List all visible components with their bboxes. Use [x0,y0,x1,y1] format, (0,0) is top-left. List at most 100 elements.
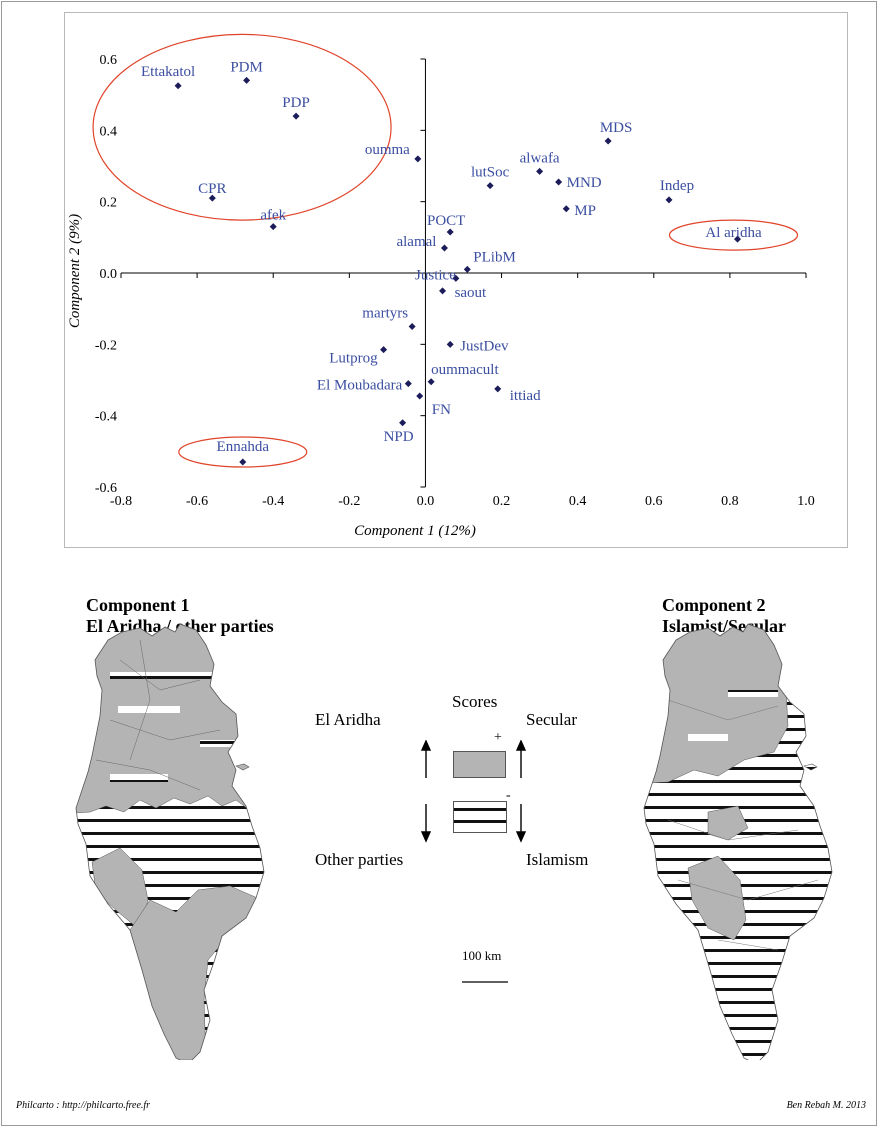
x-tick-label: 0.4 [569,494,587,509]
data-point [562,205,570,213]
data-points: Ettakatol PDM PDP CPR afek oumma MDS alwafa lutS… [141,59,762,466]
y-tick-label: 0.6 [100,53,118,68]
point-label: lutSoc [471,165,510,181]
point-label: oumma [365,142,410,158]
y-tick-label: -0.6 [95,481,117,496]
highlight-ellipses [92,33,799,468]
data-point [174,82,182,90]
legend-c1-positive: El Aridha [315,710,381,729]
point-label: oummacult [431,362,499,378]
data-point [555,178,563,186]
legend-swatch-positive [453,751,506,778]
data-point [427,378,435,386]
point-label: NPD [384,429,414,445]
scatter-plot: Ettakatol PDM PDP CPR afek oumma MDS alwafa lutS… [67,33,815,539]
data-point [439,287,447,295]
legend-c2-negative: Islamism [526,850,589,869]
x-tick-label: 0.8 [721,494,739,509]
point-label: El Moubadara [317,378,403,394]
point-label: PLibM [473,249,516,265]
data-point [486,182,494,190]
point-label: Indep [660,178,694,194]
x-tick-label: 0.0 [417,494,435,509]
point-label: MND [567,175,602,191]
y-tick-label: -0.2 [95,338,117,353]
data-point [604,137,612,145]
map-component-1 [75,623,265,1060]
y-tick-label: 0.2 [100,196,118,211]
legend-plus: + [494,730,502,745]
point-label: JustDev [460,338,509,354]
x-axis-label: Component 1 (12%) [354,523,476,539]
scatter-chart-panel: Ettakatol PDM PDP CPR afek oumma MDS alwafa lutS… [64,12,848,548]
point-label: Al aridha [705,225,762,241]
highlight-ellipse [92,33,392,221]
data-point [243,76,251,84]
footer-right: Ben Rebah M. 2013 [786,1100,866,1111]
x-tick-label: -0.6 [186,494,208,509]
map-left-heading: Component 1 [86,595,190,615]
point-label: MP [574,203,596,219]
footer-left: Philcarto : http://philcarto.free.fr [16,1100,151,1111]
data-point [408,323,416,330]
data-point [399,419,407,427]
data-point [239,458,247,466]
data-point [734,235,741,243]
data-point [416,392,424,400]
legend-scores-label: Scores [452,692,498,711]
x-tick-label: -0.2 [338,494,360,509]
legend-swatch-negative [453,801,507,833]
x-tick-label: 0.2 [493,494,511,509]
highlight-ellipse [178,436,308,468]
data-point [494,385,502,393]
point-label: PDM [230,59,263,75]
data-point [536,167,544,175]
highlight-ellipse [668,219,799,251]
x-tick-label: 1.0 [797,494,815,509]
point-label: PDP [282,95,310,111]
data-point [404,380,412,388]
point-label: FN [432,402,451,418]
data-point [440,244,448,252]
point-label: MDS [600,120,633,136]
data-point [463,265,471,273]
map-right-heading: Component 2 [662,595,766,615]
tick-labels: -0.8 -0.6 -0.4 -0.2 0.0 0.2 0.4 0.6 0.8 1.00.60.4… [95,53,815,509]
map-component-2 [643,623,833,1060]
legend-c1-negative: Other parties [315,850,404,869]
point-label: Lutprog [329,351,378,367]
y-tick-label: -0.4 [95,410,117,425]
point-label: alamal [396,234,436,250]
point-label: CPR [198,181,226,197]
y-tick-label: 0.0 [100,267,118,282]
x-tick-label: -0.8 [110,494,132,509]
data-point [414,155,422,163]
y-axis-label: Component 2 (9%) [67,214,83,328]
y-tick-label: 0.4 [100,124,118,139]
x-tick-label: 0.6 [645,494,663,509]
legend-arrows [420,740,527,843]
point-label: afek [260,208,286,224]
scale-bar [462,981,508,983]
scale-label: 100 km [462,948,502,963]
data-point [446,340,454,348]
point-label: ittiad [510,388,541,404]
data-point [292,112,300,120]
legend-c2-positive: Secular [526,710,577,729]
legend-minus: - [506,788,511,803]
data-point [665,196,673,204]
point-label: alwafa [520,150,560,166]
point-label: POCT [427,213,465,229]
point-label: Justice [415,267,456,283]
x-tick-label: -0.4 [262,494,284,509]
data-point [452,274,460,282]
data-point [380,346,388,354]
point-label: saout [455,285,487,301]
point-label: Ettakatol [141,64,195,80]
point-label: Ennahda [217,439,270,455]
axes [120,58,807,488]
point-label: martyrs [362,306,408,322]
data-point [269,223,277,231]
data-point [446,228,454,236]
